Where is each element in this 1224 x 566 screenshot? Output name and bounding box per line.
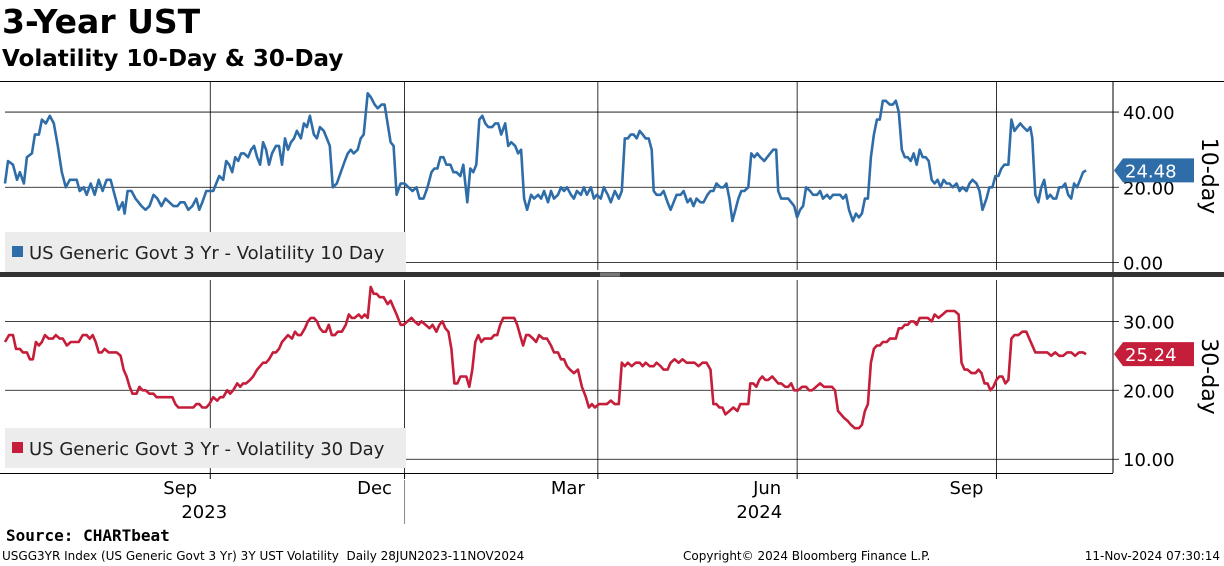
y-axis-title-thirty: 30-day	[1196, 338, 1221, 414]
legend-label-ten: US Generic Govt 3 Yr - Volatility 10 Day	[29, 243, 385, 264]
divider-handle	[600, 273, 620, 277]
y-tick-label-thirty: 20.00	[1123, 381, 1175, 402]
legend-swatch-thirty	[12, 442, 23, 453]
x-tick-label: Sep	[949, 478, 983, 499]
x-tick-label: Sep	[163, 478, 197, 499]
chart-frame	[0, 82, 1224, 474]
x-axis: Sep Dec Mar Jun Sep 2023 2024	[163, 473, 996, 524]
legend-swatch-ten	[12, 246, 23, 257]
source-note: Source: CHARTbeat	[6, 526, 170, 546]
footer-index-info: USGG3YR Index (US Generic Govt 3 Yr) 3Y …	[2, 549, 524, 563]
y-tick-label-thirty: 30.00	[1123, 312, 1175, 333]
gridlines	[5, 82, 1119, 473]
series-line-thirty	[5, 287, 1086, 428]
footer-timestamp: 11-Nov-2024 07:30:14	[1085, 549, 1220, 563]
x-tick-label: Mar	[551, 478, 586, 499]
x-tick-label: Dec	[357, 478, 392, 499]
chart-canvas: US Generic Govt 3 Yr - Volatility 10 Day…	[0, 0, 1224, 566]
x-year-label: 2024	[736, 502, 782, 523]
last-value-label-thirty: 25.24	[1125, 345, 1177, 366]
y-tick-label-ten: 40.00	[1123, 103, 1175, 124]
legend-label-thirty: US Generic Govt 3 Yr - Volatility 30 Day	[29, 439, 385, 460]
y-axis-title-ten: 10-day	[1196, 138, 1221, 214]
x-year-label: 2023	[181, 502, 227, 523]
y-tick-label-ten: 0.00	[1123, 253, 1163, 274]
last-value-label-ten: 24.48	[1125, 161, 1177, 182]
y-tick-label-thirty: 10.00	[1123, 450, 1175, 471]
footer-copyright: Copyright© 2024 Bloomberg Finance L.P.	[683, 549, 930, 563]
x-tick-label: Jun	[752, 478, 781, 499]
legends: US Generic Govt 3 Yr - Volatility 10 Day…	[5, 232, 406, 468]
